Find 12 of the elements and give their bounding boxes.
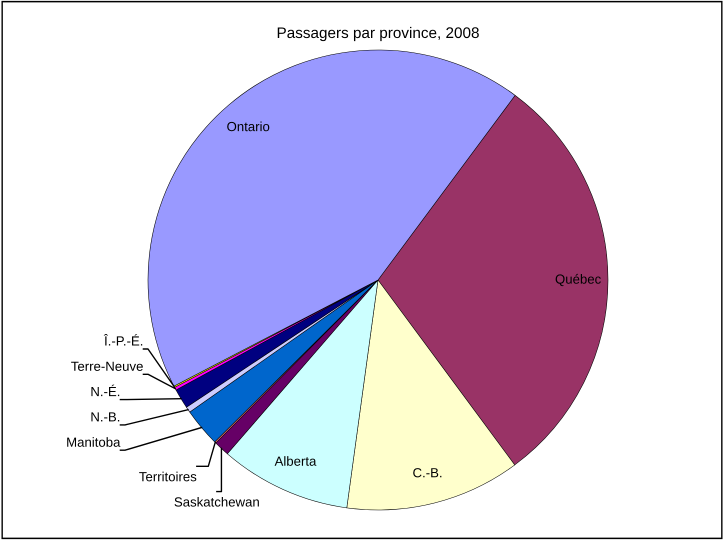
slice-label: Québec	[556, 274, 601, 286]
slice-label: Saskatchewan	[174, 496, 259, 507]
slice-label: Territoires	[139, 472, 196, 482]
chart-title: Passagers par province, 2008	[278, 26, 479, 42]
slice-label: N.-É.	[91, 384, 120, 396]
slice-label: N.-B.	[91, 412, 120, 422]
slice-label: C.-B.	[413, 468, 442, 478]
slice-label: Terre-Neuve	[71, 362, 143, 371]
slice-label: Ontario	[227, 122, 270, 132]
slice-label: Î.-P.-É.	[104, 334, 142, 346]
slice-label: Alberta	[274, 456, 316, 466]
slice-label: Manitoba	[67, 437, 120, 447]
